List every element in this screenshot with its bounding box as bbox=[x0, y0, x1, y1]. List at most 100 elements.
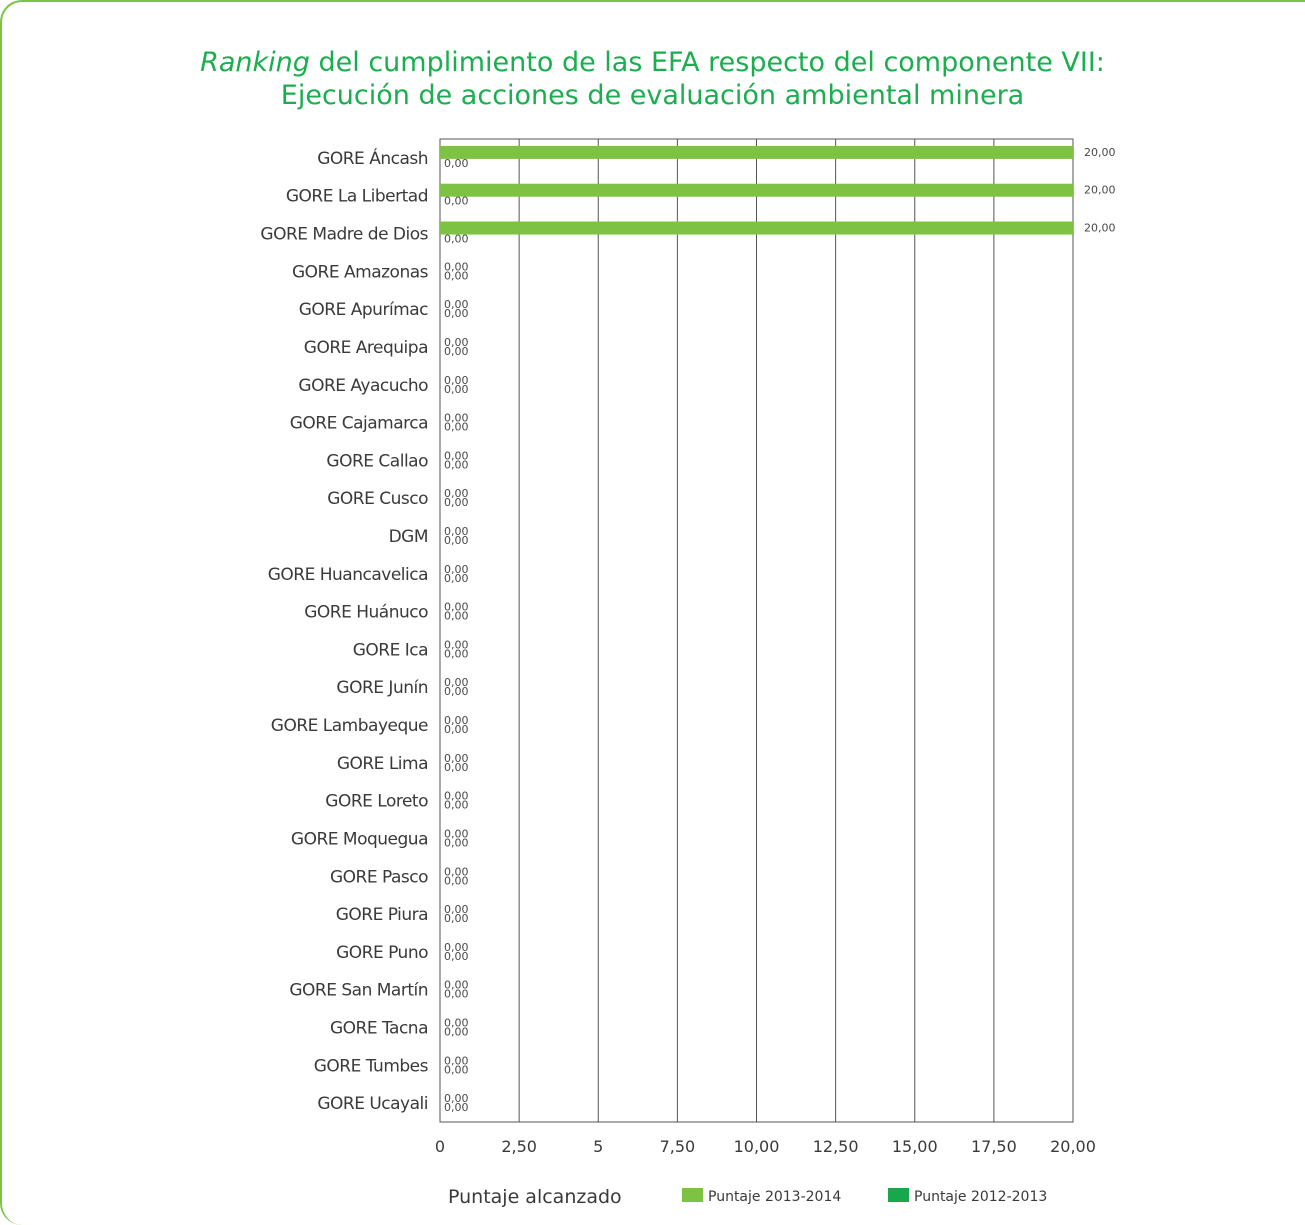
category-label: GORE Puno bbox=[336, 943, 428, 963]
x-tick-label: 20,00 bbox=[1050, 1137, 1096, 1156]
value-label-2012-2013: 0,00 bbox=[444, 195, 469, 208]
category-label: GORE Moquegua bbox=[291, 829, 428, 849]
legend: Puntaje 2013-2014 Puntaje 2012-2013 bbox=[682, 1188, 1047, 1205]
value-label-2013-2014: 0,00 bbox=[444, 449, 469, 462]
x-tick-label: 10,00 bbox=[734, 1137, 780, 1156]
x-tick-labels: 0 2,50 5 7,50 10,00 12,50 15,00 17,50 20,00 bbox=[435, 1137, 1096, 1156]
category-label: GORE Callao bbox=[326, 451, 428, 471]
value-label-2013-2014: 0,00 bbox=[444, 1092, 469, 1105]
category-label: GORE Apurímac bbox=[299, 300, 428, 320]
value-label-2012-2013: 0,00 bbox=[444, 307, 469, 320]
bar-2013-2014 bbox=[440, 145, 1073, 159]
value-label-2012-2013: 0,00 bbox=[444, 458, 469, 471]
value-label-2013-2014: 0,00 bbox=[444, 487, 469, 500]
value-label-2013-2014: 0,00 bbox=[444, 676, 469, 689]
value-label-2013-2014: 0,00 bbox=[444, 336, 469, 349]
x-tick-label: 2,50 bbox=[501, 1137, 537, 1156]
category-label: GORE Lambayeque bbox=[271, 716, 428, 736]
legend-label-2013-2014: Puntaje 2013-2014 bbox=[708, 1189, 841, 1205]
x-tick-label: 15,00 bbox=[892, 1137, 938, 1156]
category-label: GORE La Libertad bbox=[286, 187, 428, 207]
value-label-2013-2014: 0,00 bbox=[444, 752, 469, 765]
value-label-2013-2014: 0,00 bbox=[444, 979, 469, 992]
category-label: GORE Loreto bbox=[325, 792, 428, 812]
value-label-2013-2014: 0,00 bbox=[444, 1054, 469, 1067]
legend-label-2012-2013: Puntaje 2012-2013 bbox=[914, 1189, 1047, 1205]
chart-title-italic: Ranking bbox=[200, 47, 310, 78]
legend-swatch-2013-2014 bbox=[682, 1188, 703, 1202]
category-label: GORE Madre de Dios bbox=[260, 225, 428, 245]
x-axis-label: Puntaje alcanzado bbox=[448, 1186, 622, 1208]
value-label-2013-2014: 0,00 bbox=[444, 260, 469, 273]
value-label-2013-2014: 0,00 bbox=[444, 563, 469, 576]
value-label-2013-2014: 0,00 bbox=[444, 714, 469, 727]
value-label-2013-2014: 20,00 bbox=[1084, 146, 1116, 159]
value-label-2012-2013: 0,00 bbox=[444, 874, 469, 887]
x-tick-label: 5 bbox=[593, 1137, 603, 1156]
category-label: GORE Arequipa bbox=[304, 338, 428, 358]
value-label-2012-2013: 0,00 bbox=[444, 610, 469, 623]
value-label-2013-2014: 0,00 bbox=[444, 941, 469, 954]
value-label-2012-2013: 0,00 bbox=[444, 912, 469, 925]
category-label: GORE Ica bbox=[353, 640, 428, 660]
value-label-2012-2013: 0,00 bbox=[444, 534, 469, 547]
category-label: GORE Pasco bbox=[330, 867, 428, 887]
bar-2013-2014 bbox=[440, 183, 1073, 197]
chart-title-line2: Ejecución de acciones de evaluación ambi… bbox=[280, 80, 1025, 111]
value-label-2012-2013: 0,00 bbox=[444, 1025, 469, 1038]
value-label-2012-2013: 0,00 bbox=[444, 723, 469, 736]
value-label-2013-2014: 0,00 bbox=[444, 1016, 469, 1029]
category-label: GORE San Martín bbox=[289, 981, 428, 1001]
category-label: DGM bbox=[389, 527, 428, 547]
category-label: GORE Huancavelica bbox=[268, 565, 428, 585]
category-label: GORE Áncash bbox=[317, 147, 428, 169]
category-label: GORE Tumbes bbox=[314, 1056, 429, 1076]
category-label: GORE Cajamarca bbox=[290, 414, 428, 434]
value-label-2012-2013: 0,00 bbox=[444, 421, 469, 434]
category-label: GORE Huánuco bbox=[304, 603, 428, 623]
category-label: GORE Ucayali bbox=[317, 1094, 428, 1114]
value-label-2013-2014: 0,00 bbox=[444, 827, 469, 840]
value-label-2013-2014: 0,00 bbox=[444, 298, 469, 311]
value-label-2012-2013: 0,00 bbox=[444, 383, 469, 396]
value-labels: 20,000,0020,000,0020,000,000,000,000,000… bbox=[444, 146, 1116, 1114]
value-label-2012-2013: 0,00 bbox=[444, 1063, 469, 1076]
x-tick-label: 17,50 bbox=[971, 1137, 1017, 1156]
category-label: GORE Piura bbox=[336, 905, 428, 925]
category-label: GORE Cusco bbox=[327, 489, 428, 509]
x-tick-label: 0 bbox=[435, 1137, 445, 1156]
bars bbox=[440, 145, 1073, 235]
category-label: GORE Lima bbox=[337, 754, 428, 774]
category-label: GORE Amazonas bbox=[292, 262, 429, 282]
value-label-2012-2013: 0,00 bbox=[444, 233, 469, 246]
category-label: GORE Junín bbox=[336, 678, 428, 698]
category-labels: GORE Áncash GORE La Libertad GORE Madre de… bbox=[260, 147, 429, 1114]
category-label: GORE Ayacucho bbox=[298, 376, 428, 396]
grid-lines bbox=[439, 138, 1074, 1123]
legend-swatch-2012-2013 bbox=[888, 1188, 909, 1202]
value-label-2012-2013: 0,00 bbox=[444, 647, 469, 660]
value-label-2012-2013: 0,00 bbox=[444, 345, 469, 358]
category-label: GORE Tacna bbox=[330, 1018, 428, 1038]
value-label-2013-2014: 0,00 bbox=[444, 638, 469, 651]
value-label-2013-2014: 20,00 bbox=[1084, 222, 1116, 235]
value-label-2013-2014: 0,00 bbox=[444, 412, 469, 425]
value-label-2013-2014: 0,00 bbox=[444, 865, 469, 878]
value-label-2012-2013: 0,00 bbox=[444, 685, 469, 698]
value-label-2012-2013: 0,00 bbox=[444, 496, 469, 509]
value-label-2013-2014: 0,00 bbox=[444, 601, 469, 614]
value-label-2012-2013: 0,00 bbox=[444, 1101, 469, 1114]
value-label-2013-2014: 0,00 bbox=[444, 903, 469, 916]
x-tick-label: 7,50 bbox=[660, 1137, 696, 1156]
x-tick-label: 12,50 bbox=[813, 1137, 859, 1156]
bar-2013-2014 bbox=[440, 221, 1073, 235]
value-label-2013-2014: 0,00 bbox=[444, 790, 469, 803]
value-label-2013-2014: 20,00 bbox=[1084, 184, 1116, 197]
value-label-2012-2013: 0,00 bbox=[444, 950, 469, 963]
value-label-2012-2013: 0,00 bbox=[444, 761, 469, 774]
value-label-2012-2013: 0,00 bbox=[444, 988, 469, 1001]
value-label-2012-2013: 0,00 bbox=[444, 799, 469, 812]
value-label-2012-2013: 0,00 bbox=[444, 269, 469, 282]
